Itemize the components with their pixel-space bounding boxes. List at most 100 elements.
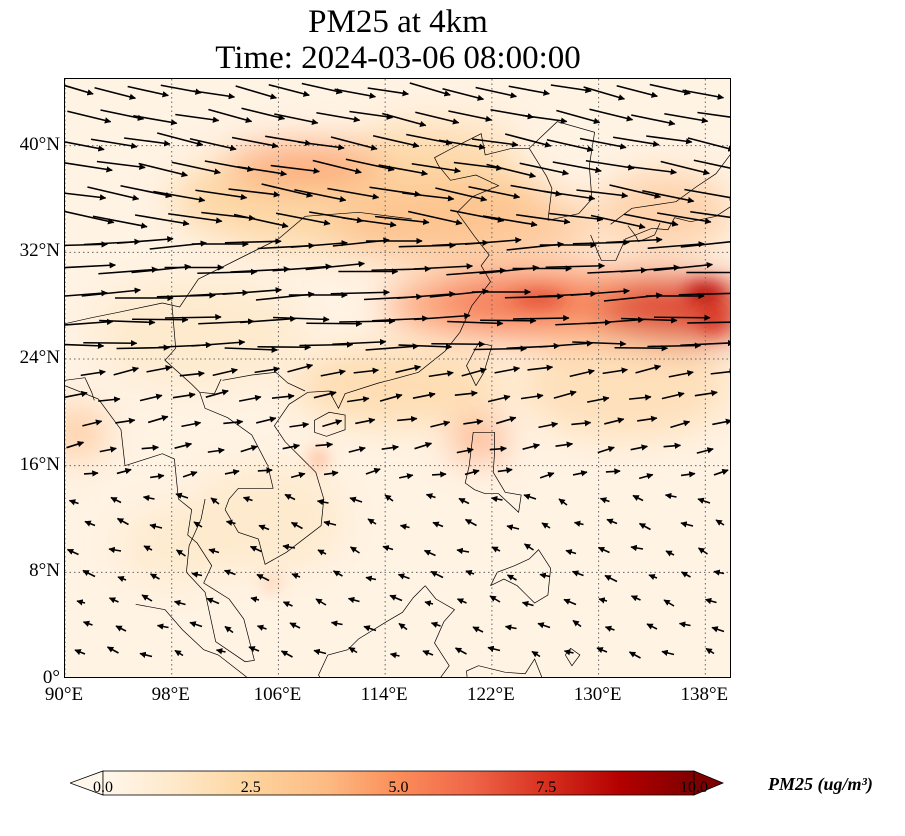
wind-arrow bbox=[486, 163, 537, 179]
wind-arrow bbox=[113, 366, 139, 376]
wind-arrow bbox=[334, 88, 377, 99]
wind-arrow bbox=[543, 190, 596, 202]
wind-arrow bbox=[182, 470, 198, 478]
wind-arrow bbox=[365, 467, 381, 475]
wind-arrow bbox=[215, 648, 226, 655]
wind-arrow bbox=[143, 545, 153, 552]
wind-arrow bbox=[367, 518, 377, 525]
wind-arrow bbox=[409, 82, 451, 97]
wind-arrow bbox=[99, 446, 117, 453]
wind-arrow bbox=[446, 267, 507, 276]
wind-arrow bbox=[345, 158, 395, 172]
wind-arrow bbox=[249, 545, 262, 553]
wind-arrow bbox=[365, 575, 377, 582]
wind-arrow bbox=[428, 370, 454, 378]
wind-arrow bbox=[590, 214, 646, 230]
wind-arrow bbox=[116, 517, 129, 526]
wind-arrow bbox=[149, 523, 163, 530]
wind-arrow bbox=[237, 165, 288, 177]
wind-arrow bbox=[397, 573, 410, 580]
wind-arrow bbox=[316, 111, 361, 123]
wind-arrow bbox=[713, 569, 725, 576]
wind-arrow bbox=[384, 494, 394, 502]
wind-arrow bbox=[710, 368, 730, 375]
wind-arrow bbox=[539, 572, 551, 579]
wind-arrow bbox=[631, 114, 676, 126]
colorbar-gradient bbox=[102, 770, 695, 796]
wind-arrow bbox=[347, 396, 370, 403]
wind-arrow bbox=[179, 370, 205, 377]
wind-arrow bbox=[711, 626, 725, 633]
wind-arrow bbox=[661, 391, 685, 400]
wind-arrow bbox=[552, 161, 602, 174]
wind-arrow bbox=[424, 600, 434, 607]
wind-arrow bbox=[563, 598, 577, 606]
wind-arrow bbox=[604, 625, 615, 632]
wind-arrow bbox=[638, 522, 651, 531]
wind-arrow bbox=[365, 343, 420, 351]
wind-arrow bbox=[175, 492, 189, 499]
wind-arrow bbox=[680, 339, 730, 347]
wind-arrow bbox=[523, 493, 537, 500]
longitude-tick-label: 130°E bbox=[573, 684, 622, 705]
wind-arrow bbox=[191, 571, 203, 578]
wind-arrow bbox=[116, 467, 132, 475]
wind-arrow bbox=[175, 113, 220, 123]
wind-arrow bbox=[115, 625, 127, 632]
wind-arrow bbox=[275, 212, 331, 226]
wind-arrow bbox=[663, 599, 675, 607]
wind-arrow bbox=[134, 214, 190, 227]
wind-arrow bbox=[555, 441, 574, 448]
latitude-tick-label: 32°N bbox=[19, 240, 60, 262]
wind-arrow bbox=[516, 213, 571, 225]
wind-arrow bbox=[396, 291, 456, 300]
wind-arrow bbox=[363, 625, 377, 632]
wind-arrow bbox=[621, 317, 678, 324]
wind-arrow bbox=[257, 467, 273, 474]
wind-arrow bbox=[546, 138, 594, 153]
wind-arrow bbox=[146, 365, 173, 373]
wind-arrow bbox=[65, 290, 108, 297]
wind-arrow bbox=[402, 192, 455, 202]
wind-arrow bbox=[632, 494, 644, 502]
wind-arrow bbox=[98, 396, 121, 403]
wind-arrow bbox=[224, 238, 282, 245]
wind-arrow bbox=[248, 646, 260, 653]
wind-arrow bbox=[206, 597, 220, 605]
coastline-segment bbox=[627, 222, 661, 243]
wind-arrow bbox=[630, 544, 644, 552]
wind-arrow bbox=[347, 596, 360, 604]
wind-arrow bbox=[454, 390, 478, 397]
wind-arrow bbox=[665, 550, 675, 557]
wind-arrow bbox=[646, 623, 658, 630]
wind-arrow bbox=[141, 594, 153, 602]
wind-arrow bbox=[87, 186, 140, 201]
wind-arrow bbox=[84, 520, 96, 527]
wind-arrow bbox=[120, 184, 173, 199]
wind-arrow bbox=[133, 114, 178, 126]
wind-arrow bbox=[456, 547, 470, 555]
wind-arrow bbox=[537, 622, 551, 629]
wind-arrow bbox=[585, 159, 635, 171]
wind-arrow bbox=[506, 574, 517, 581]
wind-arrow bbox=[157, 132, 204, 147]
wind-arrow bbox=[572, 619, 582, 628]
wind-arrow bbox=[189, 137, 237, 152]
latitude-tick-label: 40°N bbox=[19, 133, 60, 155]
wind-arrow bbox=[348, 646, 358, 654]
wind-arrow bbox=[463, 418, 484, 426]
wind-arrow bbox=[661, 649, 675, 657]
wind-arrow bbox=[461, 367, 487, 377]
wind-arrow bbox=[497, 467, 513, 474]
colorbar-tick-label: 10.0 bbox=[680, 779, 708, 796]
wind-arrow bbox=[164, 313, 222, 321]
coastline-segment bbox=[318, 585, 426, 677]
wind-arrow bbox=[668, 370, 694, 378]
wind-arrow bbox=[646, 135, 693, 145]
pm25-concentration-field bbox=[65, 119, 730, 589]
map-title-line2: Time: 2024-03-06 08:00:00 bbox=[215, 40, 581, 76]
wind-arrow bbox=[139, 393, 163, 402]
coastline-segment bbox=[65, 302, 163, 325]
wind-arrow bbox=[287, 363, 314, 373]
wind-arrow bbox=[250, 596, 260, 603]
